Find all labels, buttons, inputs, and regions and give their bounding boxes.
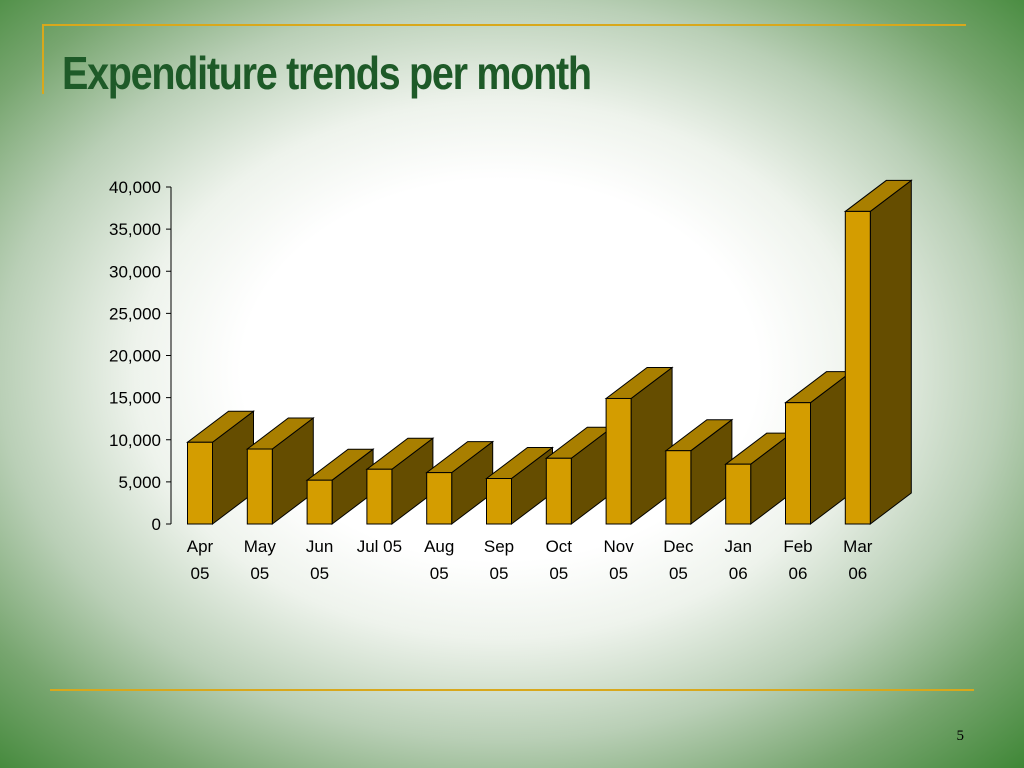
y-axis: 0 5,000 10,000 15,000 20,000 25,000 30,000 35,0…	[109, 178, 172, 534]
bar	[425, 440, 495, 526]
bar-front	[366, 468, 393, 525]
x-tick-label: Apr	[187, 537, 214, 556]
bottom-rule	[50, 689, 974, 691]
bar	[664, 418, 734, 526]
x-tick-label: May	[244, 537, 277, 556]
x-tick-label: Nov	[603, 537, 634, 556]
x-tick-label: Jul 05	[357, 537, 402, 556]
x-tick-label: Feb	[783, 537, 812, 556]
bar	[245, 417, 315, 526]
bar	[544, 426, 614, 526]
slide-title: Expenditure trends per month	[62, 47, 592, 99]
top-rule	[42, 24, 966, 26]
x-axis-labels: Apr 05 May 05 Jun 05 Jul 05 Aug 05 Sep 05 Oct 05 Nov 0…	[187, 537, 873, 583]
x-tick-label: Jun	[306, 537, 333, 556]
x-tick-label: 06	[789, 564, 808, 583]
bar-front	[545, 457, 572, 525]
y-tick-label: 10,000	[109, 431, 161, 450]
x-tick-label: Dec	[663, 537, 694, 556]
bar-front	[187, 441, 213, 525]
x-tick-label: 06	[848, 564, 867, 583]
page-number: 5	[956, 728, 965, 744]
x-tick-label: Mar	[843, 537, 873, 556]
bar-front	[725, 463, 752, 525]
bar	[305, 448, 375, 526]
x-tick-label: 05	[430, 564, 449, 583]
x-tick-label: 05	[669, 564, 688, 583]
bar-front	[306, 479, 333, 525]
bar-front	[426, 472, 453, 525]
x-tick-label: Oct	[546, 537, 573, 556]
bar-front	[246, 448, 273, 525]
bars	[186, 179, 913, 526]
bar	[485, 446, 554, 526]
bar-side	[869, 179, 912, 526]
y-tick-label: 0	[152, 515, 161, 534]
x-tick-label: Aug	[424, 537, 454, 556]
x-tick-label: Sep	[484, 537, 514, 556]
y-tick-label: 5,000	[118, 473, 161, 492]
bar	[604, 366, 674, 526]
x-tick-label: Jan	[724, 537, 751, 556]
x-tick-label: 05	[490, 564, 509, 583]
bar	[784, 370, 853, 526]
x-tick-label: 05	[609, 564, 628, 583]
y-tick-label: 25,000	[109, 304, 161, 323]
x-tick-label: 05	[250, 564, 269, 583]
bar	[186, 410, 255, 526]
bar	[365, 437, 435, 526]
x-tick-label: 05	[549, 564, 568, 583]
x-tick-label: 05	[310, 564, 329, 583]
x-tick-label: 06	[729, 564, 748, 583]
bar-front	[665, 450, 692, 525]
bar	[724, 432, 794, 526]
bar-front	[844, 210, 871, 525]
bar	[843, 179, 913, 526]
y-tick-label: 15,000	[109, 389, 161, 408]
bar-front	[486, 478, 512, 525]
y-tick-label: 20,000	[109, 347, 161, 366]
y-tick-label: 40,000	[109, 178, 161, 197]
y-tick-label: 35,000	[109, 220, 161, 239]
x-tick-label: 05	[191, 564, 210, 583]
bar-front	[605, 397, 632, 525]
bar-front	[785, 402, 811, 525]
y-tick-label: 30,000	[109, 262, 161, 281]
left-rule	[42, 24, 44, 94]
